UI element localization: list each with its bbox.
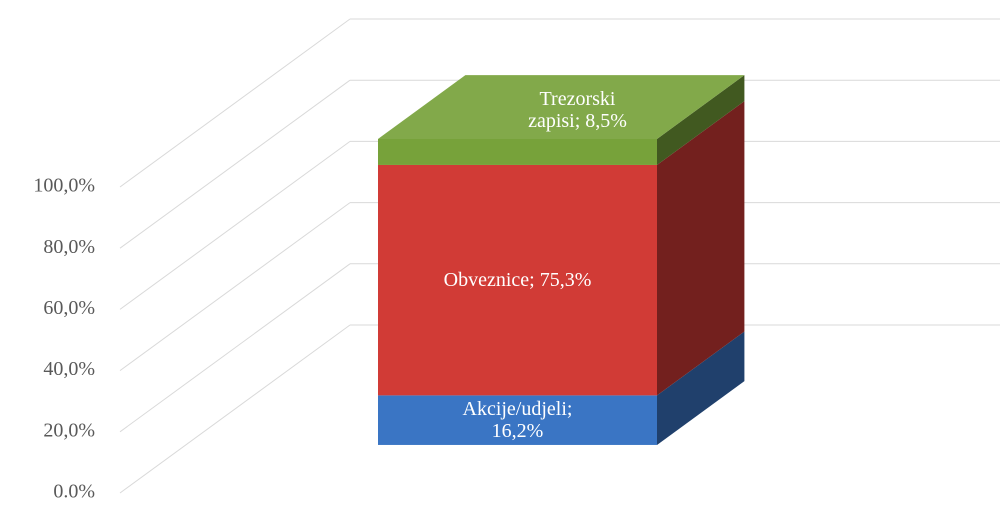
grid-line [119,140,351,310]
grid-line [119,79,351,249]
bar-top [378,75,745,139]
bar [378,395,657,445]
bar [378,164,657,396]
y-tick-label: 20,0% [43,419,95,441]
grid-line [119,18,351,188]
grid-line [119,263,351,433]
y-tick-label: 100,0% [33,175,95,197]
y-tick-label: 80,0% [43,236,95,258]
bar [378,138,657,165]
grid-line [119,324,351,494]
y-tick-label: 0.0% [53,481,95,503]
data-label: Trezorski zapisi; 8,5% [528,87,627,132]
y-tick-label: 60,0% [43,297,95,319]
bar-side [657,101,745,396]
grid-line [119,202,351,372]
bar-side [657,331,745,445]
bar-side [657,75,745,165]
data-label: Akcije/udjeli; 16,2% [462,398,573,443]
data-label: Obveznice; 75,3% [443,269,592,292]
y-tick-label: 40,0% [43,358,95,380]
